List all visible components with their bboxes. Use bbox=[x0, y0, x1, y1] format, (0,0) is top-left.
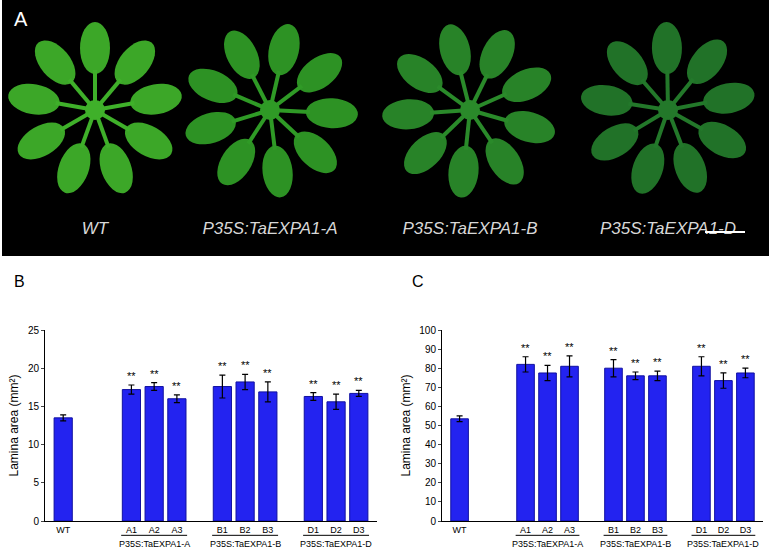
svg-text:Lamina area (mm²): Lamina area (mm²) bbox=[399, 374, 413, 476]
svg-text:10: 10 bbox=[425, 496, 437, 507]
svg-text:D1: D1 bbox=[308, 525, 320, 535]
svg-text:B3: B3 bbox=[262, 525, 273, 535]
svg-text:D3: D3 bbox=[740, 525, 752, 535]
svg-text:A1: A1 bbox=[520, 525, 531, 535]
svg-text:A3: A3 bbox=[171, 525, 182, 535]
svg-text:P35S:TaEXPA1-A: P35S:TaEXPA1-A bbox=[512, 539, 583, 549]
svg-text:**: ** bbox=[543, 350, 552, 362]
svg-text:10: 10 bbox=[28, 439, 40, 450]
svg-text:D1: D1 bbox=[696, 525, 708, 535]
svg-text:50: 50 bbox=[425, 420, 437, 431]
svg-text:30: 30 bbox=[425, 458, 437, 469]
svg-text:P35S:TaEXPA1-A: P35S:TaEXPA1-A bbox=[119, 539, 190, 549]
svg-text:**: ** bbox=[127, 370, 136, 382]
svg-text:**: ** bbox=[741, 353, 750, 365]
svg-text:**: ** bbox=[218, 360, 227, 372]
svg-text:B2: B2 bbox=[240, 525, 251, 535]
svg-text:B1: B1 bbox=[608, 525, 619, 535]
svg-text:40: 40 bbox=[425, 439, 437, 450]
svg-text:**: ** bbox=[609, 345, 618, 357]
svg-text:15: 15 bbox=[28, 401, 40, 412]
svg-text:B2: B2 bbox=[630, 525, 641, 535]
svg-text:60: 60 bbox=[425, 401, 437, 412]
svg-text:**: ** bbox=[309, 378, 318, 390]
svg-text:**: ** bbox=[565, 341, 574, 353]
svg-text:**: ** bbox=[172, 380, 181, 392]
svg-text:**: ** bbox=[263, 367, 272, 379]
svg-text:C: C bbox=[412, 273, 424, 290]
svg-text:**: ** bbox=[653, 356, 662, 368]
svg-text:WT: WT bbox=[82, 219, 110, 238]
svg-text:25: 25 bbox=[28, 325, 40, 336]
svg-text:100: 100 bbox=[419, 325, 436, 336]
svg-text:D2: D2 bbox=[718, 525, 730, 535]
svg-text:P35S:TaEXPA1-D: P35S:TaEXPA1-D bbox=[687, 539, 759, 549]
svg-text:D2: D2 bbox=[330, 525, 342, 535]
svg-text:P35S:TaEXPA1-A: P35S:TaEXPA1-A bbox=[202, 219, 337, 238]
svg-text:**: ** bbox=[354, 375, 363, 387]
svg-text:**: ** bbox=[332, 379, 341, 391]
svg-text:**: ** bbox=[521, 342, 530, 354]
svg-text:B1: B1 bbox=[217, 525, 228, 535]
svg-text:WT: WT bbox=[56, 525, 70, 535]
svg-text:20: 20 bbox=[28, 363, 40, 374]
svg-text:**: ** bbox=[150, 368, 159, 380]
svg-text:20: 20 bbox=[425, 477, 437, 488]
svg-text:P35S:TaEXPA1-B: P35S:TaEXPA1-B bbox=[600, 539, 671, 549]
svg-text:A2: A2 bbox=[542, 525, 553, 535]
svg-text:**: ** bbox=[697, 342, 706, 354]
svg-text:WT: WT bbox=[453, 525, 467, 535]
svg-text:B: B bbox=[14, 273, 25, 290]
svg-text:**: ** bbox=[631, 357, 640, 369]
svg-text:A1: A1 bbox=[126, 525, 137, 535]
svg-text:**: ** bbox=[719, 358, 728, 370]
svg-text:0: 0 bbox=[33, 516, 39, 527]
svg-text:5: 5 bbox=[33, 477, 39, 488]
svg-text:B3: B3 bbox=[652, 525, 663, 535]
svg-text:P35S:TaEXPA1-B: P35S:TaEXPA1-B bbox=[402, 219, 537, 238]
svg-text:0: 0 bbox=[430, 516, 436, 527]
svg-text:Lamina area (mm²): Lamina area (mm²) bbox=[7, 374, 21, 476]
svg-text:80: 80 bbox=[425, 363, 437, 374]
svg-text:A: A bbox=[14, 8, 28, 30]
svg-text:P35S:TaEXPA1-D: P35S:TaEXPA1-D bbox=[600, 219, 736, 238]
svg-text:**: ** bbox=[241, 359, 250, 371]
svg-text:A3: A3 bbox=[564, 525, 575, 535]
svg-text:90: 90 bbox=[425, 344, 437, 355]
svg-text:70: 70 bbox=[425, 382, 437, 393]
svg-text:A2: A2 bbox=[149, 525, 160, 535]
svg-text:D3: D3 bbox=[353, 525, 365, 535]
svg-text:P35S:TaEXPA1-D: P35S:TaEXPA1-D bbox=[300, 539, 372, 549]
svg-text:P35S:TaEXPA1-B: P35S:TaEXPA1-B bbox=[210, 539, 281, 549]
